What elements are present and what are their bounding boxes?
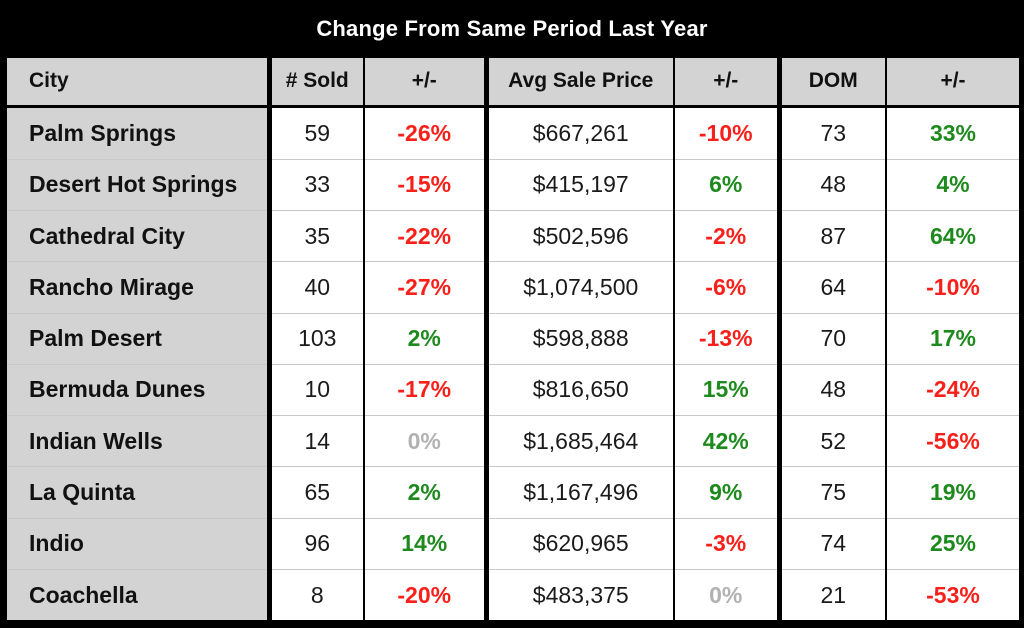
table-row: Palm Desert 103 2% $598,888 -13% 70 17% [7,312,1019,365]
city-cell: Indian Wells [7,415,272,467]
sold-cell: 14 [269,415,365,467]
sold-change-cell: -26% [364,106,489,160]
column-header-sold: # Sold [269,58,365,108]
sold-cell: 35 [269,209,365,262]
table-row: Desert Hot Springs 33 -15% $415,197 6% 48 4% [7,158,1019,211]
dom-cell: 87 [779,209,887,262]
dom-cell: 21 [779,569,887,620]
dom-change-cell: 33% [886,106,1019,160]
sold-change-cell: -20% [364,569,489,620]
city-cell: Palm Desert [7,312,272,365]
dom-change-cell: -10% [886,261,1019,314]
city-cell: La Quinta [7,466,272,519]
header-row: City # Sold +/- Avg Sale Price +/- DOM +… [7,58,1019,108]
price-change-cell: -2% [674,209,782,262]
price-change-cell: -6% [674,261,782,314]
column-header-dom: DOM [779,58,887,108]
dom-change-cell: -24% [886,363,1019,416]
sold-change-cell: 2% [364,312,489,365]
page-title: Change From Same Period Last Year [316,16,708,41]
city-cell: Indio [7,517,272,570]
table-row: Coachella 8 -20% $483,375 0% 21 -53% [7,569,1019,620]
avg-price-cell: $667,261 [486,106,675,160]
column-header-dom-change: +/- [886,58,1019,108]
dom-change-cell: -53% [886,569,1019,620]
sold-change-cell: -15% [364,158,489,211]
city-cell: Rancho Mirage [7,261,272,314]
table-row: Cathedral City 35 -22% $502,596 -2% 87 64% [7,209,1019,262]
price-change-cell: 42% [674,415,782,467]
dom-cell: 73 [779,106,887,160]
sold-change-cell: -22% [364,209,489,262]
dom-cell: 70 [779,312,887,365]
table-row: Palm Springs 59 -26% $667,261 -10% 73 33% [7,106,1019,160]
column-header-sold-change: +/- [364,58,489,108]
city-cell: Desert Hot Springs [7,158,272,211]
dom-cell: 75 [779,466,887,519]
city-cell: Palm Springs [7,106,272,160]
dom-change-cell: 17% [886,312,1019,365]
dom-cell: 48 [779,158,887,211]
column-header-avg-sale-price: Avg Sale Price [486,58,675,108]
stats-table: City # Sold +/- Avg Sale Price +/- DOM +… [7,58,1019,620]
sold-cell: 59 [269,106,365,160]
price-change-cell: -13% [674,312,782,365]
table-row: Indio 96 14% $620,965 -3% 74 25% [7,517,1019,570]
sold-change-cell: 0% [364,415,489,467]
column-header-price-change: +/- [674,58,782,108]
dom-change-cell: 25% [886,517,1019,570]
table-container: City # Sold +/- Avg Sale Price +/- DOM +… [0,58,1024,628]
sold-cell: 10 [269,363,365,416]
dom-change-cell: 19% [886,466,1019,519]
dom-cell: 64 [779,261,887,314]
city-cell: Bermuda Dunes [7,363,272,416]
price-change-cell: -10% [674,106,782,160]
price-change-cell: 6% [674,158,782,211]
price-change-cell: -3% [674,517,782,570]
avg-price-cell: $620,965 [486,517,675,570]
sold-cell: 40 [269,261,365,314]
dom-cell: 74 [779,517,887,570]
avg-price-cell: $483,375 [486,569,675,620]
avg-price-cell: $816,650 [486,363,675,416]
avg-price-cell: $415,197 [486,158,675,211]
table-row: Rancho Mirage 40 -27% $1,074,500 -6% 64 -10% [7,261,1019,314]
sold-change-cell: -17% [364,363,489,416]
dom-change-cell: 64% [886,209,1019,262]
sold-cell: 103 [269,312,365,365]
price-change-cell: 15% [674,363,782,416]
avg-price-cell: $598,888 [486,312,675,365]
city-cell: Coachella [7,569,272,620]
dom-change-cell: 4% [886,158,1019,211]
column-header-city: City [7,58,272,108]
dom-cell: 52 [779,415,887,467]
avg-price-cell: $502,596 [486,209,675,262]
avg-price-cell: $1,685,464 [486,415,675,467]
table-row: La Quinta 65 2% $1,167,496 9% 75 19% [7,466,1019,519]
avg-price-cell: $1,167,496 [486,466,675,519]
table-row: Bermuda Dunes 10 -17% $816,650 15% 48 -24% [7,363,1019,416]
dom-change-cell: -56% [886,415,1019,467]
sold-cell: 8 [269,569,365,620]
city-cell: Cathedral City [7,209,272,262]
avg-price-cell: $1,074,500 [486,261,675,314]
sold-cell: 96 [269,517,365,570]
sold-change-cell: -27% [364,261,489,314]
sold-cell: 65 [269,466,365,519]
sold-change-cell: 14% [364,517,489,570]
table-body: Palm Springs 59 -26% $667,261 -10% 73 33% Deser… [7,106,1019,620]
table-row: Indian Wells 14 0% $1,685,464 42% 52 -56% [7,415,1019,467]
price-change-cell: 9% [674,466,782,519]
sold-cell: 33 [269,158,365,211]
sold-change-cell: 2% [364,466,489,519]
dom-cell: 48 [779,363,887,416]
price-change-cell: 0% [674,569,782,620]
